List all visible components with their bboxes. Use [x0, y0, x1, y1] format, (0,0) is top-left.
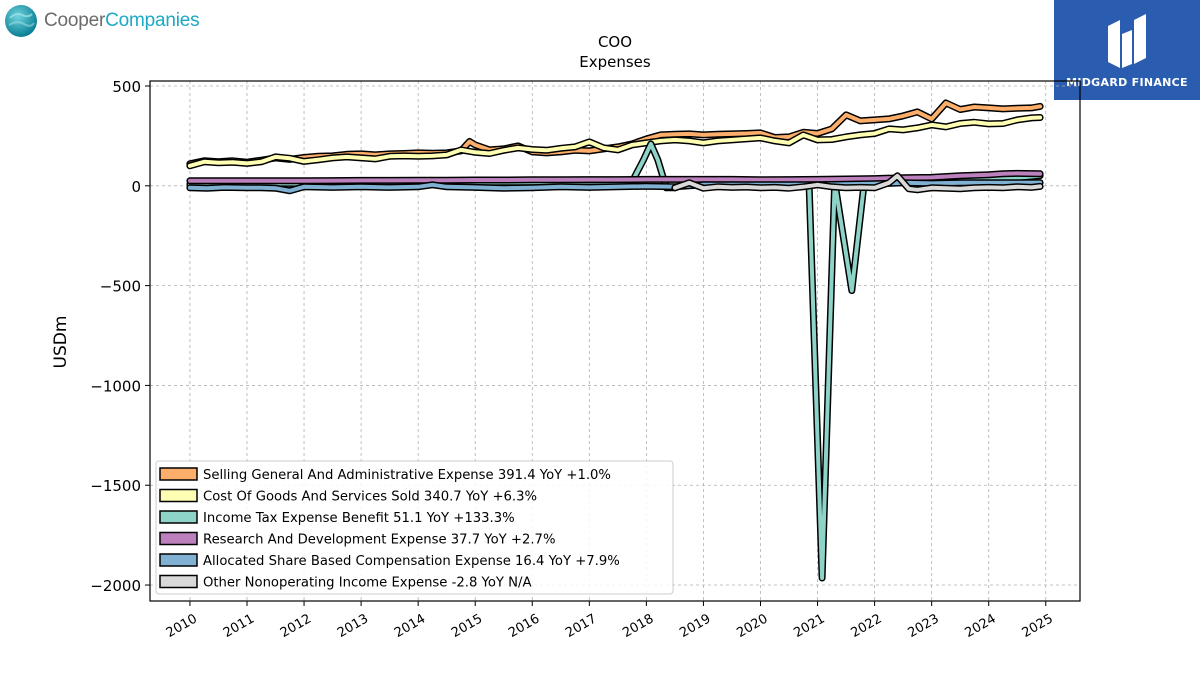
series-line-1	[186, 99, 1044, 168]
x-tick-label: 2023	[905, 611, 941, 641]
chart-title: COO	[598, 33, 632, 51]
legend-label: Allocated Share Based Compensation Expen…	[203, 554, 620, 569]
series-path	[187, 171, 1043, 183]
legend-swatch	[159, 467, 198, 481]
globe-logo-icon	[5, 5, 37, 37]
brand-wordmark: CooperCompanies	[44, 10, 200, 32]
legend-entry: Cost Of Goods And Services Sold 340.7 Yo…	[159, 488, 537, 505]
x-tick-label: 2016	[506, 611, 542, 641]
legend-swatch	[159, 574, 198, 589]
series-layer	[186, 99, 1044, 582]
y-tick-label: −1500	[90, 477, 141, 495]
y-tick-label: 500	[112, 78, 141, 96]
x-tick-label: 2014	[392, 611, 428, 641]
x-tick-label: 2025	[1020, 611, 1056, 641]
legend-box	[155, 460, 674, 595]
legend-label: Income Tax Expense Benefit 51.1 YoY +133…	[203, 511, 515, 526]
legend-entry: Income Tax Expense Benefit 51.1 YoY +133…	[159, 510, 515, 526]
chart-subtitle: Expenses	[579, 53, 651, 71]
x-tick-label: 2024	[963, 611, 999, 641]
x-tick-label: 2022	[848, 611, 884, 641]
x-tick-label: 2018	[620, 611, 656, 641]
legend-entry: Allocated Share Based Compensation Expen…	[159, 553, 620, 569]
y-tick-label: −2000	[90, 577, 141, 595]
legend: Selling General And Administrative Expen…	[155, 460, 674, 595]
legend-swatch	[159, 488, 198, 503]
x-tick-label: 2012	[278, 611, 314, 641]
legend-label: Selling General And Administrative Expen…	[203, 468, 611, 483]
x-tick-label: 2019	[677, 611, 713, 641]
series-path	[672, 173, 1043, 192]
series-path	[187, 101, 1043, 166]
legend-label: Research And Development Expense 37.7 Yo…	[203, 533, 555, 548]
series-line-4	[186, 169, 1044, 185]
x-tick-label: 2013	[335, 611, 371, 641]
legend-entry: Research And Development Expense 37.7 Yo…	[159, 531, 555, 548]
y-tick-label: −500	[100, 278, 141, 296]
legend-entry: Selling General And Administrative Expen…	[159, 467, 611, 483]
x-tick-label: 2011	[221, 611, 257, 641]
series-path	[187, 115, 1043, 168]
midgard-logo-icon	[1108, 13, 1146, 68]
x-tick-label: 2010	[164, 611, 200, 641]
brand-word-second: Companies	[105, 10, 200, 31]
y-tick-label: −1000	[90, 377, 141, 395]
x-tick-label: 2017	[563, 611, 599, 641]
midgard-finance-watermark: MIDGARD FINANCE	[1054, 0, 1200, 100]
brand-word-first: Cooper	[44, 10, 106, 31]
cooper-companies-logo: CooperCompanies	[4, 4, 200, 38]
x-tick-label: 2015	[449, 611, 485, 641]
legend-swatch	[159, 531, 198, 546]
y-axis-label: USDm	[51, 316, 71, 369]
plot-frame	[149, 80, 1081, 602]
watermark-label: MIDGARD FINANCE	[1066, 75, 1188, 89]
legend-label: Other Nonoperating Income Expense -2.8 Y…	[203, 576, 531, 591]
legend-swatch	[159, 510, 198, 524]
x-tick-label: 2021	[791, 611, 827, 641]
series-line-2	[186, 114, 1044, 170]
legend-swatch	[159, 553, 198, 567]
legend-label: Cost Of Goods And Services Sold 340.7 Yo…	[203, 490, 537, 505]
legend-entry: Other Nonoperating Income Expense -2.8 Y…	[159, 574, 531, 591]
series-line-6	[671, 172, 1044, 194]
x-tick-label: 2020	[734, 611, 770, 641]
y-tick-label: 0	[131, 178, 141, 196]
